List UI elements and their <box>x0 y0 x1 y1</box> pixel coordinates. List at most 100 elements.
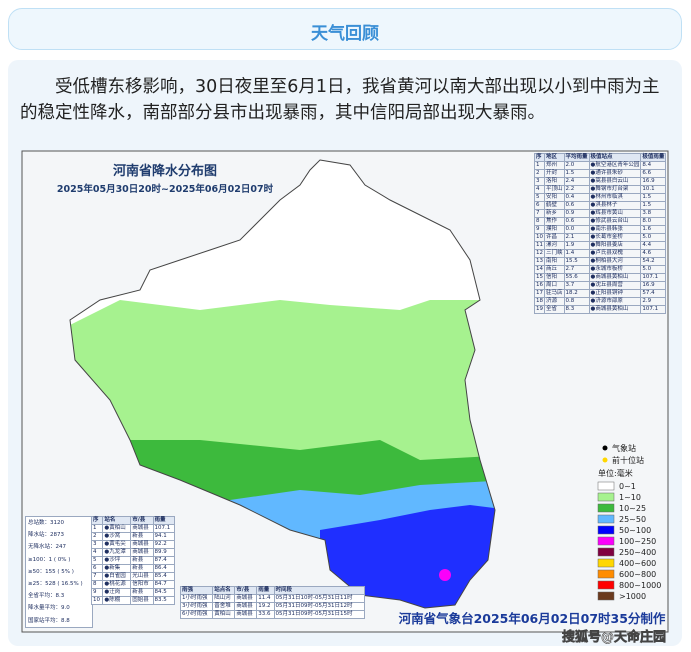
row: 17 驻马店 18.2 ●正阳县铜钟 57.4 <box>534 289 667 298</box>
cell: 1 <box>90 524 104 533</box>
cell: 6 <box>90 564 104 573</box>
header-cell: 序 <box>90 516 104 525</box>
row: 14 商丘 2.7 ●永城市板桥 5.0 <box>534 265 667 274</box>
cell: ●九龙潭 <box>102 548 132 557</box>
cell: 8 <box>90 580 104 589</box>
cell: 1.5 <box>640 193 667 202</box>
cell: ●南乐县韩张 <box>588 225 642 234</box>
cell: 新县 <box>130 564 154 573</box>
cell: 6 <box>534 201 545 210</box>
header-cell: 时间段 <box>273 586 366 595</box>
row: 7 新乡 0.9 ●辉县市黄山 3.8 <box>534 209 667 218</box>
cell: 9 <box>90 588 104 597</box>
cell: 商城县 <box>234 602 258 611</box>
row: 4 平顶山 2.2 ●舞钢市灯台架 10.1 <box>534 185 667 194</box>
legend-label: >1000 <box>619 592 646 601</box>
row: 1 ●黄柏山 商城县 107.1 <box>90 524 176 533</box>
row: 3 ●黄毛尖 商城县 92.2 <box>90 540 176 549</box>
legend-label: 250~400 <box>619 548 656 557</box>
cell: ●卢氏县双槐 <box>588 249 642 258</box>
cell: 15.5 <box>563 257 590 266</box>
cell: 10.1 <box>640 185 667 194</box>
cell: 4 <box>534 185 545 194</box>
cell: ●航空港区青年公园 <box>588 161 642 170</box>
cell: 2.7 <box>563 265 590 274</box>
header-cell: 序 <box>534 153 545 162</box>
header-cell: 极值站点 <box>588 153 642 162</box>
cell: 焦作 <box>544 217 565 226</box>
cell: 漯河 <box>544 241 565 250</box>
header-cell: 雨量 <box>256 586 275 595</box>
cell: 84.7 <box>152 580 176 589</box>
cell: ●汪岗 <box>102 588 132 597</box>
cell: ●长葛市金桥 <box>588 233 642 242</box>
row: 16 周口 3.7 ●沈丘县周营 16.9 <box>534 281 667 290</box>
table-head: 序地区 平均雨量 极值站点 极值雨量 <box>534 153 667 162</box>
cell: 2.0 <box>563 161 590 170</box>
cell: 光山县 <box>130 572 154 581</box>
legend-unit: 单位:毫米 <box>598 468 633 478</box>
cell: 4 <box>90 548 104 557</box>
cell: 5.0 <box>640 265 667 274</box>
header-box <box>8 8 682 50</box>
cell: 2.9 <box>640 297 667 306</box>
cell: 87.4 <box>152 556 176 565</box>
row: 12 三门峡 1.4 ●卢氏县双槐 4.6 <box>534 249 667 258</box>
row: 9 濮阳 0.0 ●南乐县韩张 1.6 <box>534 225 667 234</box>
cell: 92.2 <box>152 540 176 549</box>
legend-label: 100~250 <box>619 537 656 546</box>
cell: ●舞钢市灯台架 <box>588 185 642 194</box>
cell: 商城县 <box>234 594 258 603</box>
cell: 9 <box>534 225 545 234</box>
map-title: 河南省降水分布图 <box>113 163 217 179</box>
cell: 南阳 <box>544 257 565 266</box>
legend-label: 10~25 <box>619 504 646 513</box>
table-head: 雨强 站点名 市/县 雨量 时间段 <box>179 586 366 595</box>
top-table: 序站名 市/县 雨量 1 ●黄柏山 商城县 107.1 2 ●沙窝 新县 94.1 3 ●黄毛尖 商城县 9… <box>90 516 176 605</box>
cell: 8.4 <box>640 161 667 170</box>
row: 2 开封 1.5 ●通许县朱砂 6.6 <box>534 169 667 178</box>
cell: 3 <box>90 540 104 549</box>
cell: 4.4 <box>640 241 667 250</box>
row: 18 济源 0.8 ●济源市邵原 2.9 <box>534 297 667 306</box>
cell: 54.2 <box>640 257 667 266</box>
cell: ●舞阳县姜店 <box>588 241 642 250</box>
cell: 商丘 <box>544 265 565 274</box>
cell: 全省 <box>544 305 565 314</box>
legend-label: 800~1000 <box>619 581 661 590</box>
cell: 新乡 <box>544 209 565 218</box>
legend: 0~1 1~10 10~25 25~50 50~100 100~250 250~400 400… <box>597 481 661 601</box>
paragraph: 受低槽东移影响，30日夜里至6月1日，我省黄河以南大部出现以小到中雨为主的稳定性… <box>20 77 660 123</box>
legend-swatch <box>597 503 615 513</box>
row: 8 焦作 0.6 ●修武县云台山 8.0 <box>534 217 667 226</box>
cell: 2.1 <box>563 233 590 242</box>
row: 1小时雨强 陆山河 商城县 11.4 05月31日10时-05月31日11时 <box>179 594 366 603</box>
watermark: 搜狐号@天命庄园 <box>562 629 666 645</box>
header-row: 序站名 市/县 雨量 <box>90 516 176 525</box>
cell: 10 <box>90 596 104 605</box>
cell: 0.6 <box>563 201 590 210</box>
legend-station: 气象站 <box>612 443 636 453</box>
cell: 7 <box>90 572 104 581</box>
cell: 86.4 <box>152 564 176 573</box>
cell: 陆山河 <box>212 594 236 603</box>
cell: 商城县 <box>130 548 154 557</box>
row: 3小时雨强 晋舍堆 商城县 19.2 05月31日09时-05月31日12时 <box>179 602 366 611</box>
cell: 新县 <box>130 556 154 565</box>
cell: ●沙窝 <box>102 532 132 541</box>
cell: 57.4 <box>640 289 667 298</box>
legend-swatch <box>597 514 615 524</box>
legend-swatch <box>597 569 615 579</box>
row: 10 许昌 2.1 ●长葛市金桥 5.0 <box>534 233 667 242</box>
cell: 鹤壁 <box>544 201 565 210</box>
region-table: 序地区 平均雨量 极值站点 极值雨量 1 郑州 2.0 ●航空港区青年公园 8.4 2 开封 1.5 ●… <box>534 153 667 314</box>
cell: 0.6 <box>563 217 590 226</box>
cell: ●陈棚 <box>102 596 132 605</box>
cell: 16.9 <box>640 177 667 186</box>
cell: ●商城县黄柏山 <box>588 273 642 282</box>
cell: 1.5 <box>640 201 667 210</box>
cell: 7 <box>534 209 545 218</box>
row: 6 鹤壁 0.6 ●淇县林子 1.5 <box>534 201 667 210</box>
cell: 平顶山 <box>544 185 565 194</box>
header-cell: 雨量 <box>152 516 176 525</box>
